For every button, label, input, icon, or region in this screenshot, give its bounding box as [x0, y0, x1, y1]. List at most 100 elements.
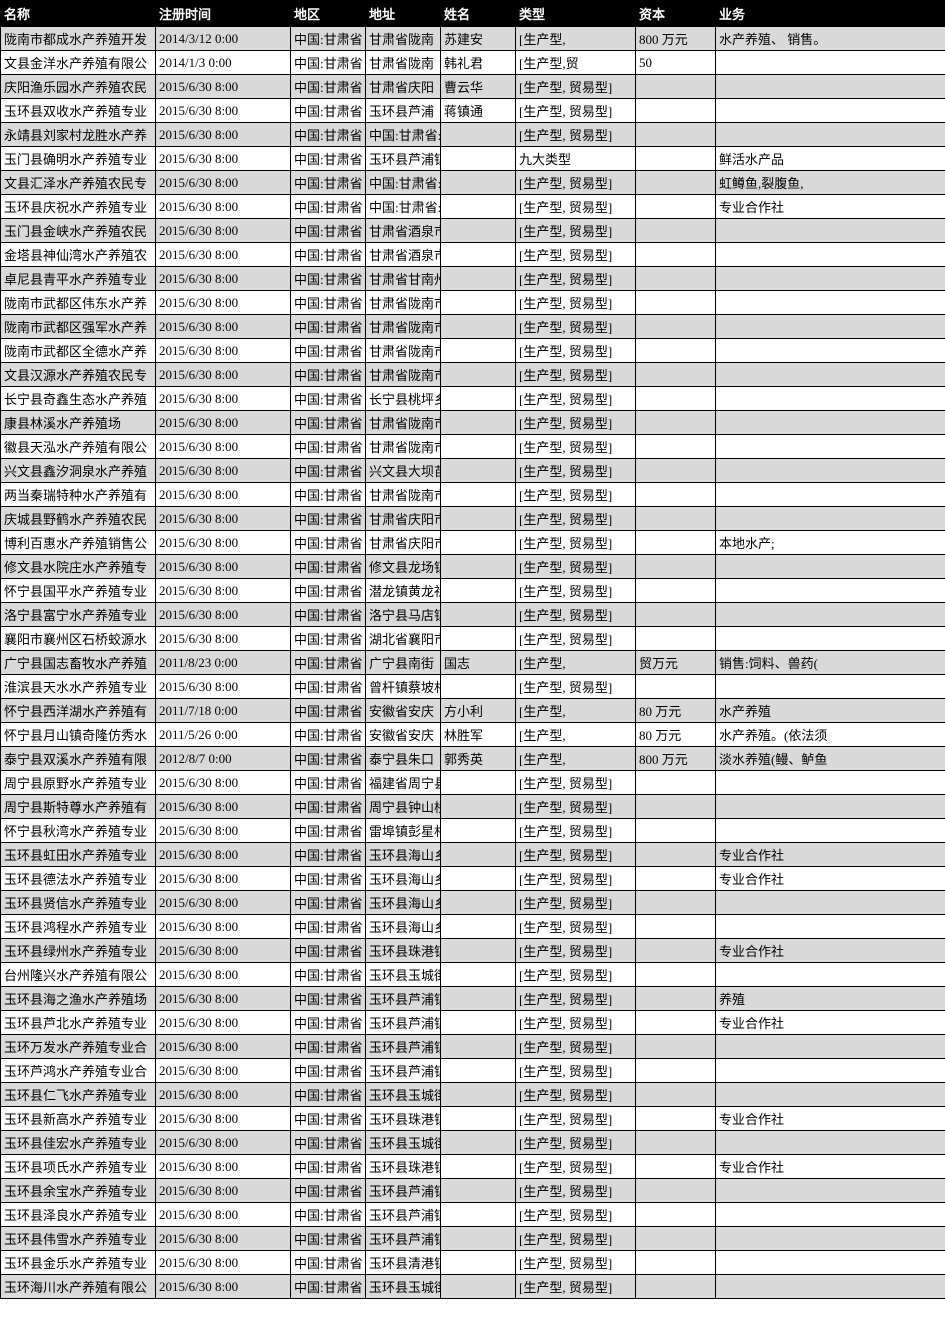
table-cell — [441, 795, 516, 819]
table-cell: 玉环县余宝水产养殖专业 — [1, 1179, 156, 1203]
table-cell: [生产型, 贸易型] — [516, 915, 636, 939]
table-cell: 专业合作社 — [716, 867, 945, 891]
table-cell — [441, 1203, 516, 1227]
table-cell: [生产型, 贸易型] — [516, 603, 636, 627]
table-cell: 甘肃省陇南市徽县城 — [366, 435, 441, 459]
table-cell: [生产型, 贸易型] — [516, 963, 636, 987]
table-cell: [生产型, — [516, 699, 636, 723]
table-cell — [636, 195, 716, 219]
table-cell: [生产型, 贸易型] — [516, 75, 636, 99]
table-cell: 玉环县双收水产养殖专业 — [1, 99, 156, 123]
table-cell — [636, 243, 716, 267]
table-cell: [生产型, 贸易型] — [516, 555, 636, 579]
table-cell: 甘肃省庆阳市庆城县 — [366, 507, 441, 531]
table-cell: 2015/6/30 8:00 — [156, 1107, 291, 1131]
table-cell — [716, 315, 945, 339]
table-cell: 玉环县绿州水产养殖专业 — [1, 939, 156, 963]
table-cell: 2015/6/30 8:00 — [156, 891, 291, 915]
table-cell — [441, 387, 516, 411]
table-cell: [生产型, 贸易型] — [516, 435, 636, 459]
table-row: 康县林溪水产养殖场2015/6/30 8:00中国:甘肃省甘肃省陇南市康县阳[生… — [1, 411, 945, 435]
table-body: 陇南市都成水产养殖开发2014/3/12 0:00中国:甘肃省甘肃省陇南苏建安[… — [1, 27, 945, 1299]
table-cell: 文县汉源水产养殖农民专 — [1, 363, 156, 387]
table-cell: 水产养殖、 销售。 — [716, 27, 945, 51]
table-cell: 2015/6/30 8:00 — [156, 987, 291, 1011]
table-cell: 玉环芦鸿水产养殖专业合 — [1, 1059, 156, 1083]
table-cell — [716, 603, 945, 627]
table-cell: 怀宁县月山镇奇隆仿秀水 — [1, 723, 156, 747]
table-cell — [716, 579, 945, 603]
table-cell: 修文县水院庄水产养殖专 — [1, 555, 156, 579]
table-cell: 苏建安 — [441, 27, 516, 51]
table-cell: [生产型, 贸易型] — [516, 483, 636, 507]
table-cell: 80 万元 — [636, 699, 716, 723]
table-row: 泰宁县双溪水产养殖有限2012/8/7 0:00中国:甘肃省泰宁县朱口郭秀英[生… — [1, 747, 945, 771]
table-row: 周宁县斯特尊水产养殖有2015/6/30 8:00中国:甘肃省周宁县钟山桥电站水… — [1, 795, 945, 819]
table-cell: 中国:甘肃省 — [291, 555, 366, 579]
table-cell: 广宁县南街 — [366, 651, 441, 675]
table-cell: 2015/6/30 8:00 — [156, 1011, 291, 1035]
table-cell: 2015/6/30 8:00 — [156, 627, 291, 651]
table-cell: [生产型, 贸易型] — [516, 243, 636, 267]
table-cell: 甘肃省陇南 — [366, 27, 441, 51]
table-cell: [生产型, 贸易型] — [516, 339, 636, 363]
table-cell: 鲜活水产品 — [716, 147, 945, 171]
table-cell: 中国:甘肃省 — [291, 771, 366, 795]
table-cell: 中国:甘肃省 — [291, 723, 366, 747]
table-cell: 甘肃省陇南市武都区 — [366, 291, 441, 315]
table-cell: [生产型, 贸易型] — [516, 1059, 636, 1083]
table-cell: 2015/6/30 8:00 — [156, 1155, 291, 1179]
table-cell: [生产型, 贸易型] — [516, 1251, 636, 1275]
table-cell: [生产型, 贸易型] — [516, 1107, 636, 1131]
table-cell: 淮滨县天水水产养殖专业 — [1, 675, 156, 699]
table-cell: 玉环县玉城街道白岩 — [366, 1275, 441, 1299]
table-cell: 中国:甘肃省 — [291, 267, 366, 291]
table-row: 修文县水院庄水产养殖专2015/6/30 8:00中国:甘肃省修文县龙场镇幸福村… — [1, 555, 945, 579]
table-cell: 2015/6/30 8:00 — [156, 1227, 291, 1251]
table-cell: 专业合作社 — [716, 195, 945, 219]
table-cell: 专业合作社 — [716, 1155, 945, 1179]
table-cell — [716, 387, 945, 411]
table-cell — [636, 1203, 716, 1227]
col-header: 地址 — [366, 1, 441, 27]
table-cell: 韩礼君 — [441, 51, 516, 75]
table-cell — [636, 147, 716, 171]
table-cell — [441, 1227, 516, 1251]
table-cell: 中国:甘肃省 — [291, 51, 366, 75]
table-row: 玉环县余宝水产养殖专业2015/6/30 8:00中国:甘肃省玉环县芦浦镇隔岭村… — [1, 1179, 945, 1203]
table-cell: 玉环县芦浦 — [366, 99, 441, 123]
table-cell: 雷埠镇彭星村 — [366, 819, 441, 843]
table-cell: [生产型, — [516, 723, 636, 747]
table-cell — [716, 363, 945, 387]
table-cell: 中国:甘肃省 — [291, 75, 366, 99]
table-cell: 2015/6/30 8:00 — [156, 195, 291, 219]
table-row: 两当秦瑞特种水产养殖有2015/6/30 8:00中国:甘肃省甘肃省陇南市两当县… — [1, 483, 945, 507]
table-row: 玉环县双收水产养殖专业2015/6/30 8:00中国:甘肃省玉环县芦浦蒋镇通[… — [1, 99, 945, 123]
table-cell: 玉环县海山乡虹田村 — [366, 867, 441, 891]
table-cell — [716, 1275, 945, 1299]
table-cell: 玉门县确明水产养殖专业 — [1, 147, 156, 171]
table-cell: 2015/6/30 8:00 — [156, 1203, 291, 1227]
table-cell: 玉环县芦浦镇分水村 — [366, 987, 441, 1011]
table-cell: 玉门县金峡水产养殖农民 — [1, 219, 156, 243]
table-cell: [生产型, 贸易型] — [516, 1011, 636, 1035]
table-cell — [716, 675, 945, 699]
table-cell: 中国:甘肃省 — [291, 579, 366, 603]
table-cell: 2015/6/30 8:00 — [156, 1059, 291, 1083]
table-cell: 玉环县海山乡虹田村 — [366, 843, 441, 867]
table-cell — [441, 555, 516, 579]
table-cell: 博利百惠水产养殖销售公 — [1, 531, 156, 555]
table-cell: 陇南市武都区强军水产养 — [1, 315, 156, 339]
table-row: 长宁县奇鑫生态水产养殖2015/6/30 8:00中国:甘肃省长宁县桃坪乡联盟村… — [1, 387, 945, 411]
table-cell — [636, 867, 716, 891]
table-cell — [636, 795, 716, 819]
table-cell: 2015/6/30 8:00 — [156, 915, 291, 939]
table-cell: 2014/3/12 0:00 — [156, 27, 291, 51]
table-cell — [441, 195, 516, 219]
table-cell: [生产型, 贸易型] — [516, 411, 636, 435]
table-cell: 康县林溪水产养殖场 — [1, 411, 156, 435]
table-cell: 中国:甘肃省 — [291, 1035, 366, 1059]
table-cell: 中国:甘肃省 — [291, 915, 366, 939]
table-cell: [生产型, 贸易型] — [516, 1035, 636, 1059]
table-cell: 中国:甘肃省:临夏回族自治州 — [366, 123, 441, 147]
